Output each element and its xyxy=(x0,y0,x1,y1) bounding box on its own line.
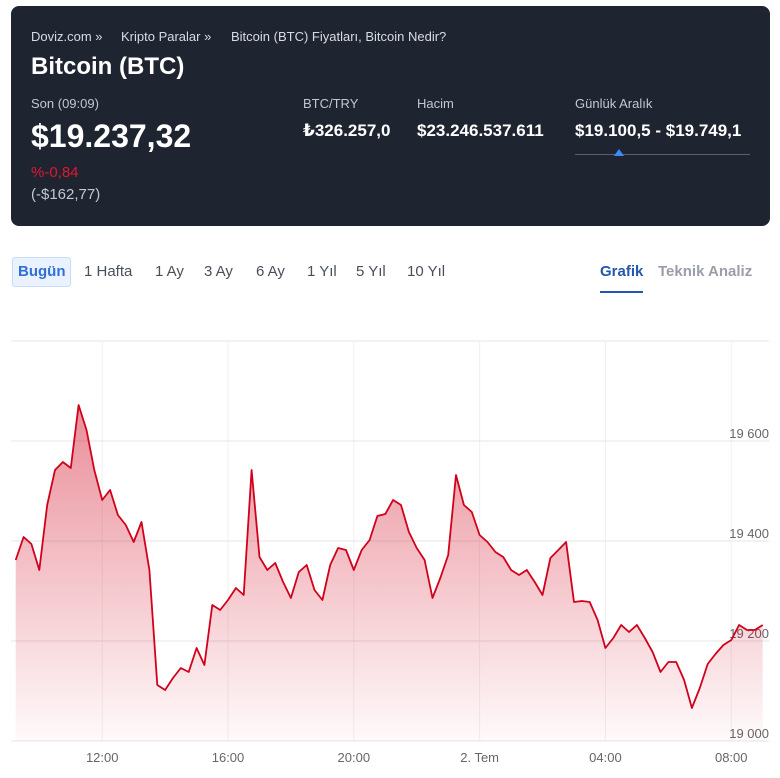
period-tab[interactable]: 10 Yıl xyxy=(407,263,446,280)
period-tab[interactable]: 1 Yıl xyxy=(307,263,337,280)
x-tick-label: 20:00 xyxy=(338,750,371,765)
last-label: Son (09:09) xyxy=(31,96,99,111)
price: $19.237,32 xyxy=(31,118,192,154)
range-marker xyxy=(614,149,624,156)
view-tab[interactable]: Teknik Analiz xyxy=(658,263,753,280)
stat-value: $23.246.537.611 xyxy=(417,121,544,140)
y-tick-label: 19 000 xyxy=(729,726,769,741)
period-tab[interactable]: Bugün xyxy=(12,257,72,287)
price-line xyxy=(14,404,764,709)
header: Doviz.com » Kripto Paralar » Bitcoin (BT… xyxy=(11,6,770,226)
change-amount: (-$162,77) xyxy=(31,186,101,203)
title: Bitcoin (BTC) xyxy=(31,53,185,80)
x-tick-label: 12:00 xyxy=(86,750,119,765)
x-tick-label: 16:00 xyxy=(212,750,245,765)
period-tab[interactable]: 3 Ay xyxy=(204,263,233,280)
stat-label: Günlük Aralık xyxy=(575,96,653,111)
x-tick-label: 04:00 xyxy=(589,750,622,765)
breadcrumb-link[interactable]: Kripto Paralar » xyxy=(121,29,212,44)
period-tab[interactable]: 1 Ay xyxy=(155,263,184,280)
breadcrumb-link[interactable]: Bitcoin (BTC) Fiyatları, Bitcoin Nedir? xyxy=(231,29,447,44)
period-tab[interactable]: 1 Hafta xyxy=(84,263,133,280)
area-fill xyxy=(15,405,763,741)
stat-value: ₺326.257,0 xyxy=(303,121,391,140)
change-percent: %-0,84 xyxy=(31,164,79,181)
range-track xyxy=(575,154,750,155)
view-tab[interactable]: Grafik xyxy=(600,258,644,293)
x-tick-label: 2. Tem xyxy=(460,750,499,765)
breadcrumb-link[interactable]: Doviz.com » xyxy=(31,29,103,44)
stat-label: Hacim xyxy=(417,96,454,111)
x-tick-label: 08:00 xyxy=(715,750,748,765)
y-tick-label: 19 600 xyxy=(729,426,769,441)
period-tab[interactable]: 5 Yıl xyxy=(356,263,386,280)
y-tick-label: 19 400 xyxy=(729,526,769,541)
stat-value: $19.100,5 - $19.749,1 xyxy=(575,121,742,140)
stat-label: BTC/TRY xyxy=(303,96,359,111)
period-tab[interactable]: 6 Ay xyxy=(256,263,285,280)
y-tick-label: 19 200 xyxy=(729,626,769,641)
